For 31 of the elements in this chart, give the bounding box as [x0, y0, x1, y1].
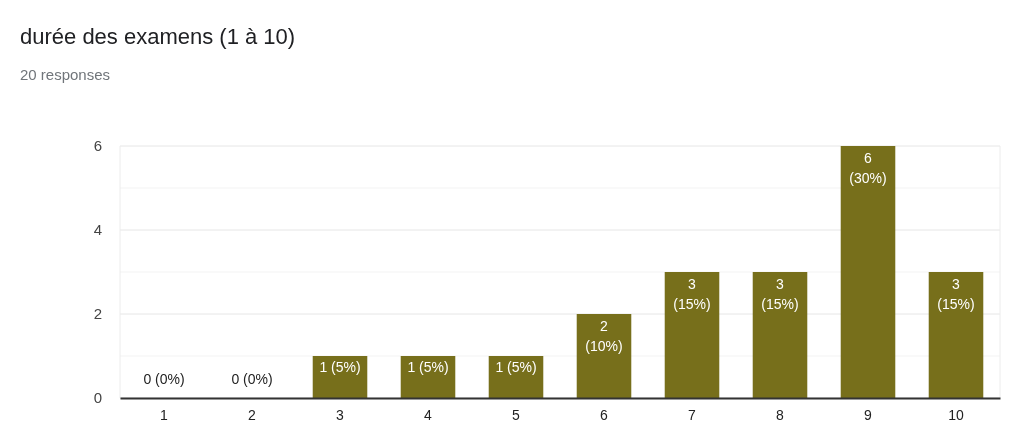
chart-subtitle: 20 responses — [20, 66, 111, 83]
x-tick-label: 7 — [688, 406, 697, 423]
data-label: 1 (5%) — [319, 359, 361, 375]
data-label: 1 (5%) — [495, 359, 537, 375]
data-label: 0 (0%) — [143, 371, 185, 387]
bar — [928, 272, 984, 398]
x-tick-label: 5 — [512, 406, 521, 423]
y-tick-label: 0 — [93, 389, 102, 407]
x-tick-label: 9 — [864, 406, 873, 423]
x-tick-label: 8 — [776, 406, 785, 423]
x-tick-label: 6 — [600, 406, 609, 423]
y-tick-label: 4 — [93, 221, 102, 239]
y-tick-label: 2 — [93, 305, 102, 323]
x-tick-label: 3 — [336, 406, 345, 423]
bar — [664, 272, 720, 398]
x-tick-label: 1 — [160, 406, 169, 423]
x-tick-label: 2 — [248, 406, 257, 423]
chart-title: durée des examens (1 à 10) — [20, 24, 296, 49]
data-label: 6 (30%) — [849, 150, 887, 186]
data-label: 3 (15%) — [761, 276, 799, 312]
bar — [576, 314, 632, 398]
bar — [752, 272, 808, 398]
data-label: 3 (15%) — [673, 276, 711, 312]
data-label: 2 (10%) — [585, 318, 623, 354]
y-tick-label: 6 — [93, 137, 102, 155]
data-label: 3 (15%) — [937, 276, 975, 312]
bar — [840, 146, 896, 398]
x-tick-label: 10 — [948, 406, 964, 423]
x-tick-label: 4 — [424, 406, 433, 423]
data-label: 1 (5%) — [407, 359, 449, 375]
data-label: 0 (0%) — [231, 371, 273, 387]
